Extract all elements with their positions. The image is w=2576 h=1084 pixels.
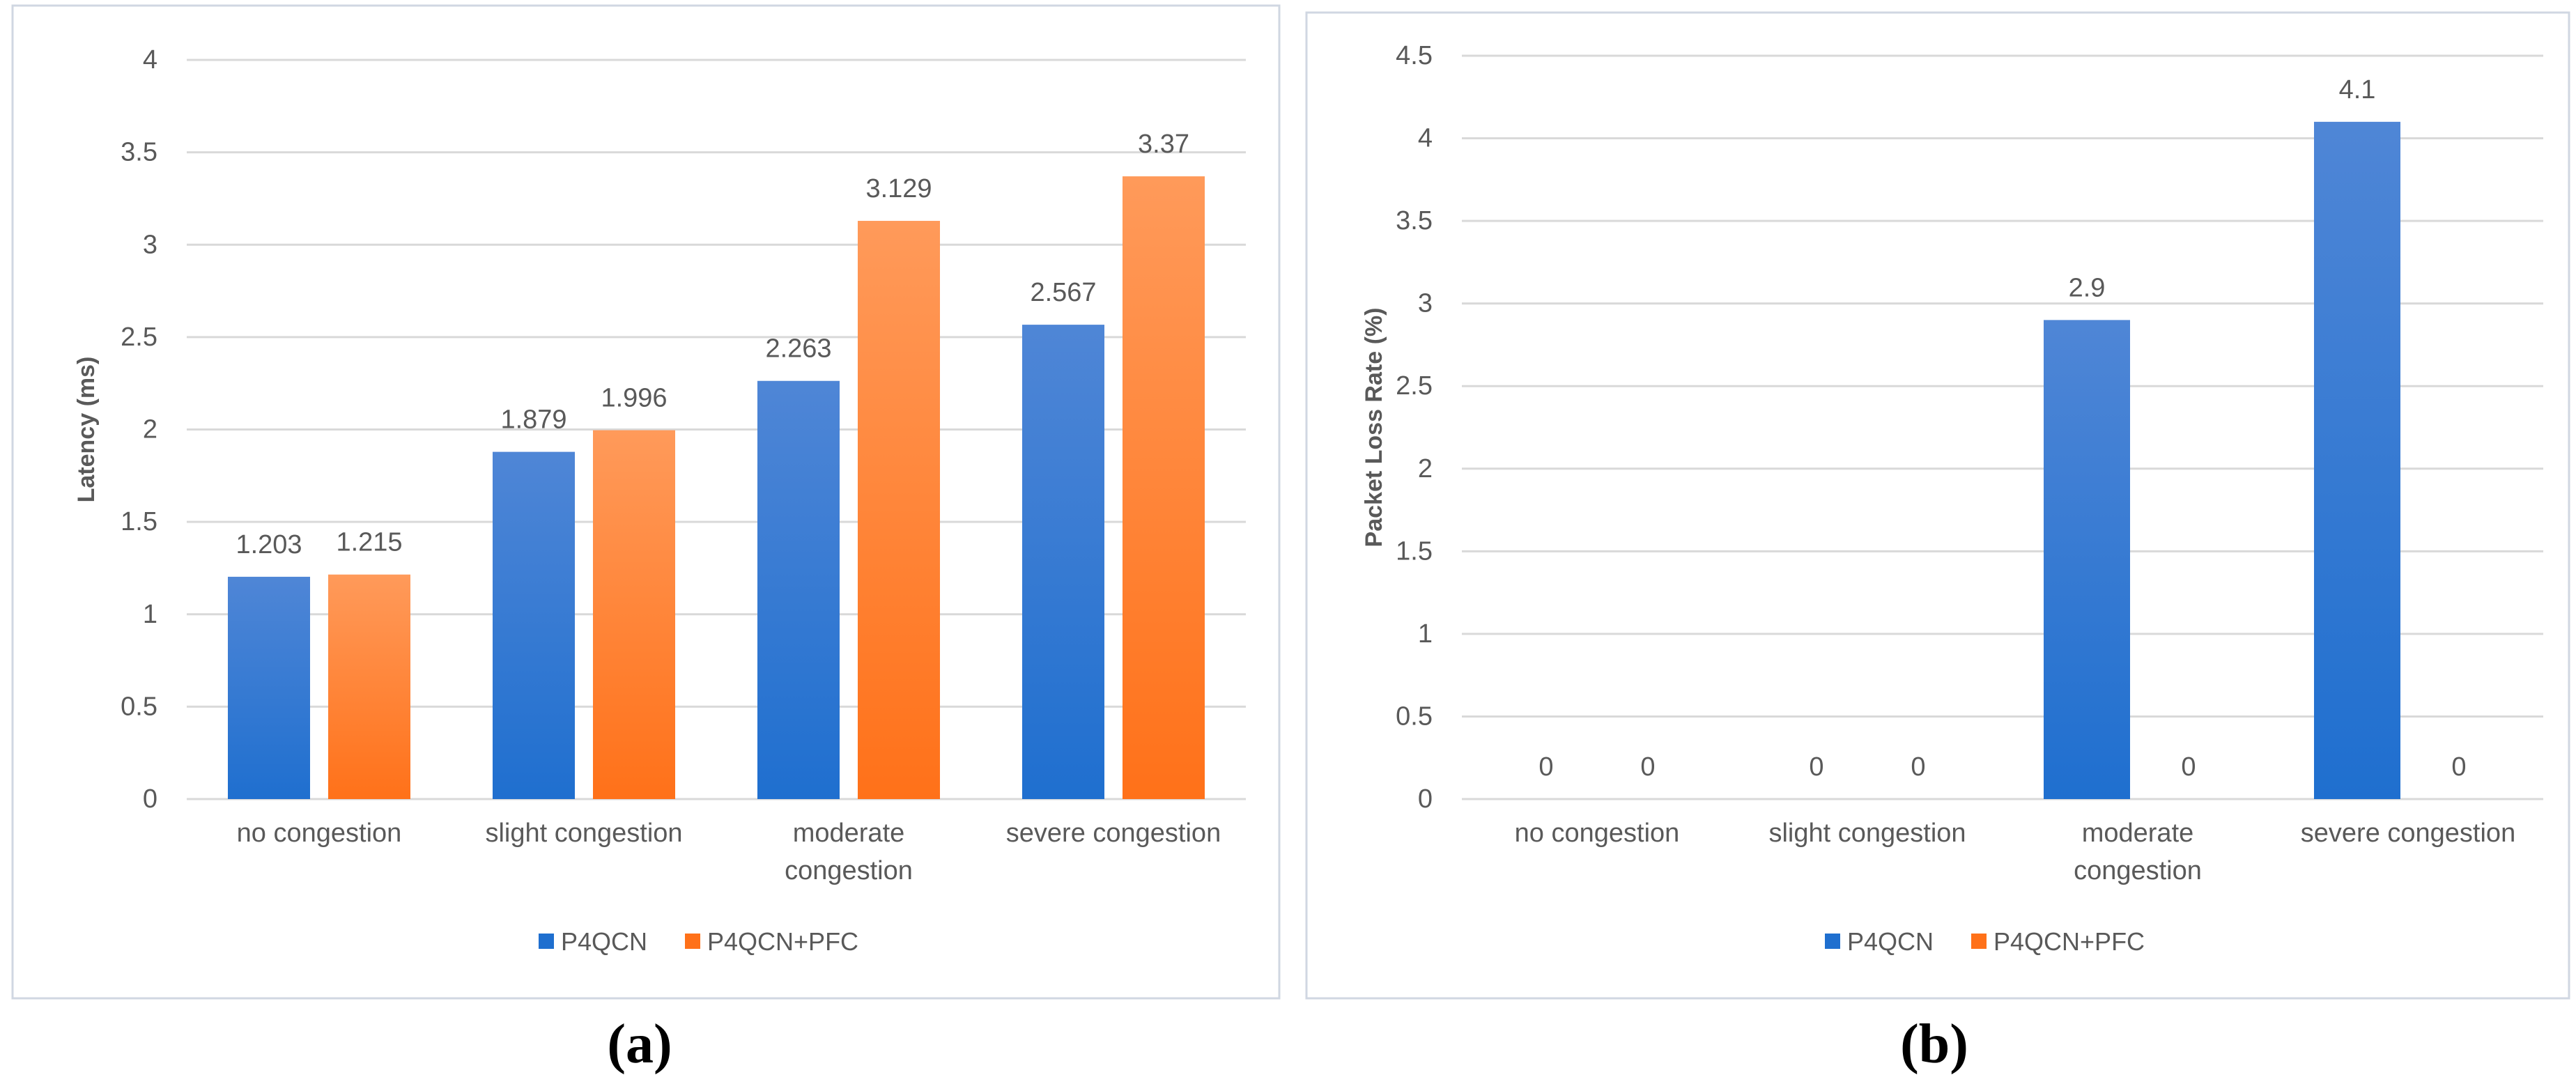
y-tick-label: 2: [143, 415, 157, 444]
bar: [593, 430, 675, 799]
legend-swatch: [1971, 934, 1987, 949]
y-tick-label: 4.5: [1396, 41, 1433, 70]
data-label: 1.996: [601, 384, 667, 413]
data-label: 1.879: [500, 405, 566, 435]
y-tick-label: 0: [1418, 784, 1433, 814]
y-tick-label: 1.5: [1396, 536, 1433, 566]
panel-label: (b): [1900, 1014, 1968, 1075]
legend-swatch: [685, 934, 700, 949]
y-tick-label: 1: [1418, 619, 1433, 649]
data-label: 2.567: [1030, 278, 1096, 307]
data-label: 0: [1538, 752, 1553, 782]
data-label: 0: [2181, 752, 2196, 782]
legend-label: P4QCN+PFC: [707, 927, 858, 956]
y-tick-label: 2: [1418, 454, 1433, 483]
chart-a: 0 0.5 1 1.5 2 2.5 3 3.5 4 Latency (ms) 1.203 1.215 n…: [11, 4, 1281, 1075]
data-label: 0: [1640, 752, 1655, 782]
bar: [1022, 325, 1104, 799]
legend-label: P4QCN: [1847, 927, 1934, 956]
y-axis-label: Packet Loss Rate (%): [1361, 308, 1387, 548]
data-label: 1.215: [336, 528, 402, 557]
legend-label: P4QCN+PFC: [1993, 927, 2145, 956]
x-tick-label: congestion: [785, 856, 913, 885]
x-tick-label: no congestion: [1515, 819, 1680, 848]
x-tick-label: moderate: [793, 819, 905, 848]
y-tick-label: 1: [143, 600, 157, 629]
bar: [228, 576, 310, 799]
legend-swatch: [539, 934, 554, 949]
x-tick-label: severe congestion: [1006, 819, 1221, 848]
x-tick-label: severe congestion: [2301, 819, 2515, 848]
y-tick-label: 0: [143, 784, 157, 814]
y-axis-label: Latency (ms): [73, 357, 100, 503]
data-label: 1.203: [236, 530, 302, 559]
data-label: 2.263: [765, 334, 831, 364]
y-tick-label: 4: [143, 45, 157, 75]
y-tick-label: 3.5: [121, 138, 157, 167]
bar: [1123, 176, 1205, 800]
data-label: 0: [1911, 752, 1925, 782]
data-label: 0: [1809, 752, 1823, 782]
x-tick-label: moderate: [2082, 819, 2194, 848]
x-tick-label: slight congestion: [1768, 819, 1966, 848]
y-tick-label: 1.5: [121, 507, 157, 536]
y-tick-label: 3.5: [1396, 206, 1433, 235]
data-label: 4.1: [2339, 75, 2376, 104]
y-tick-label: 4: [1418, 124, 1433, 153]
chart-b: 0 0.5 1 1.5 2 2.5 3 3.5 4 4.5 Packet Loss Rate (%)…: [1305, 11, 2570, 1075]
data-label: 3.129: [865, 174, 932, 203]
bar: [2314, 121, 2400, 799]
bar: [493, 451, 575, 799]
data-label: 0: [2451, 752, 2466, 782]
y-tick-label: 0.5: [1396, 702, 1433, 731]
y-tick-label: 2.5: [1396, 371, 1433, 401]
legend-label: P4QCN: [561, 927, 647, 956]
bar: [858, 221, 940, 800]
x-tick-label: no congestion: [237, 819, 402, 848]
data-label: 2.9: [2069, 273, 2106, 302]
bar: [2044, 320, 2130, 799]
legend-swatch: [1825, 934, 1840, 949]
panel-label: (a): [607, 1014, 672, 1075]
bar: [757, 380, 840, 799]
data-label: 3.37: [1138, 130, 1189, 159]
y-tick-label: 0.5: [121, 692, 157, 721]
x-tick-label: congestion: [2074, 856, 2202, 885]
x-tick-label: slight congestion: [485, 819, 682, 848]
bar: [328, 574, 410, 799]
y-tick-label: 3: [1418, 289, 1433, 318]
y-tick-label: 3: [143, 230, 157, 259]
y-tick-label: 2.5: [121, 323, 157, 352]
